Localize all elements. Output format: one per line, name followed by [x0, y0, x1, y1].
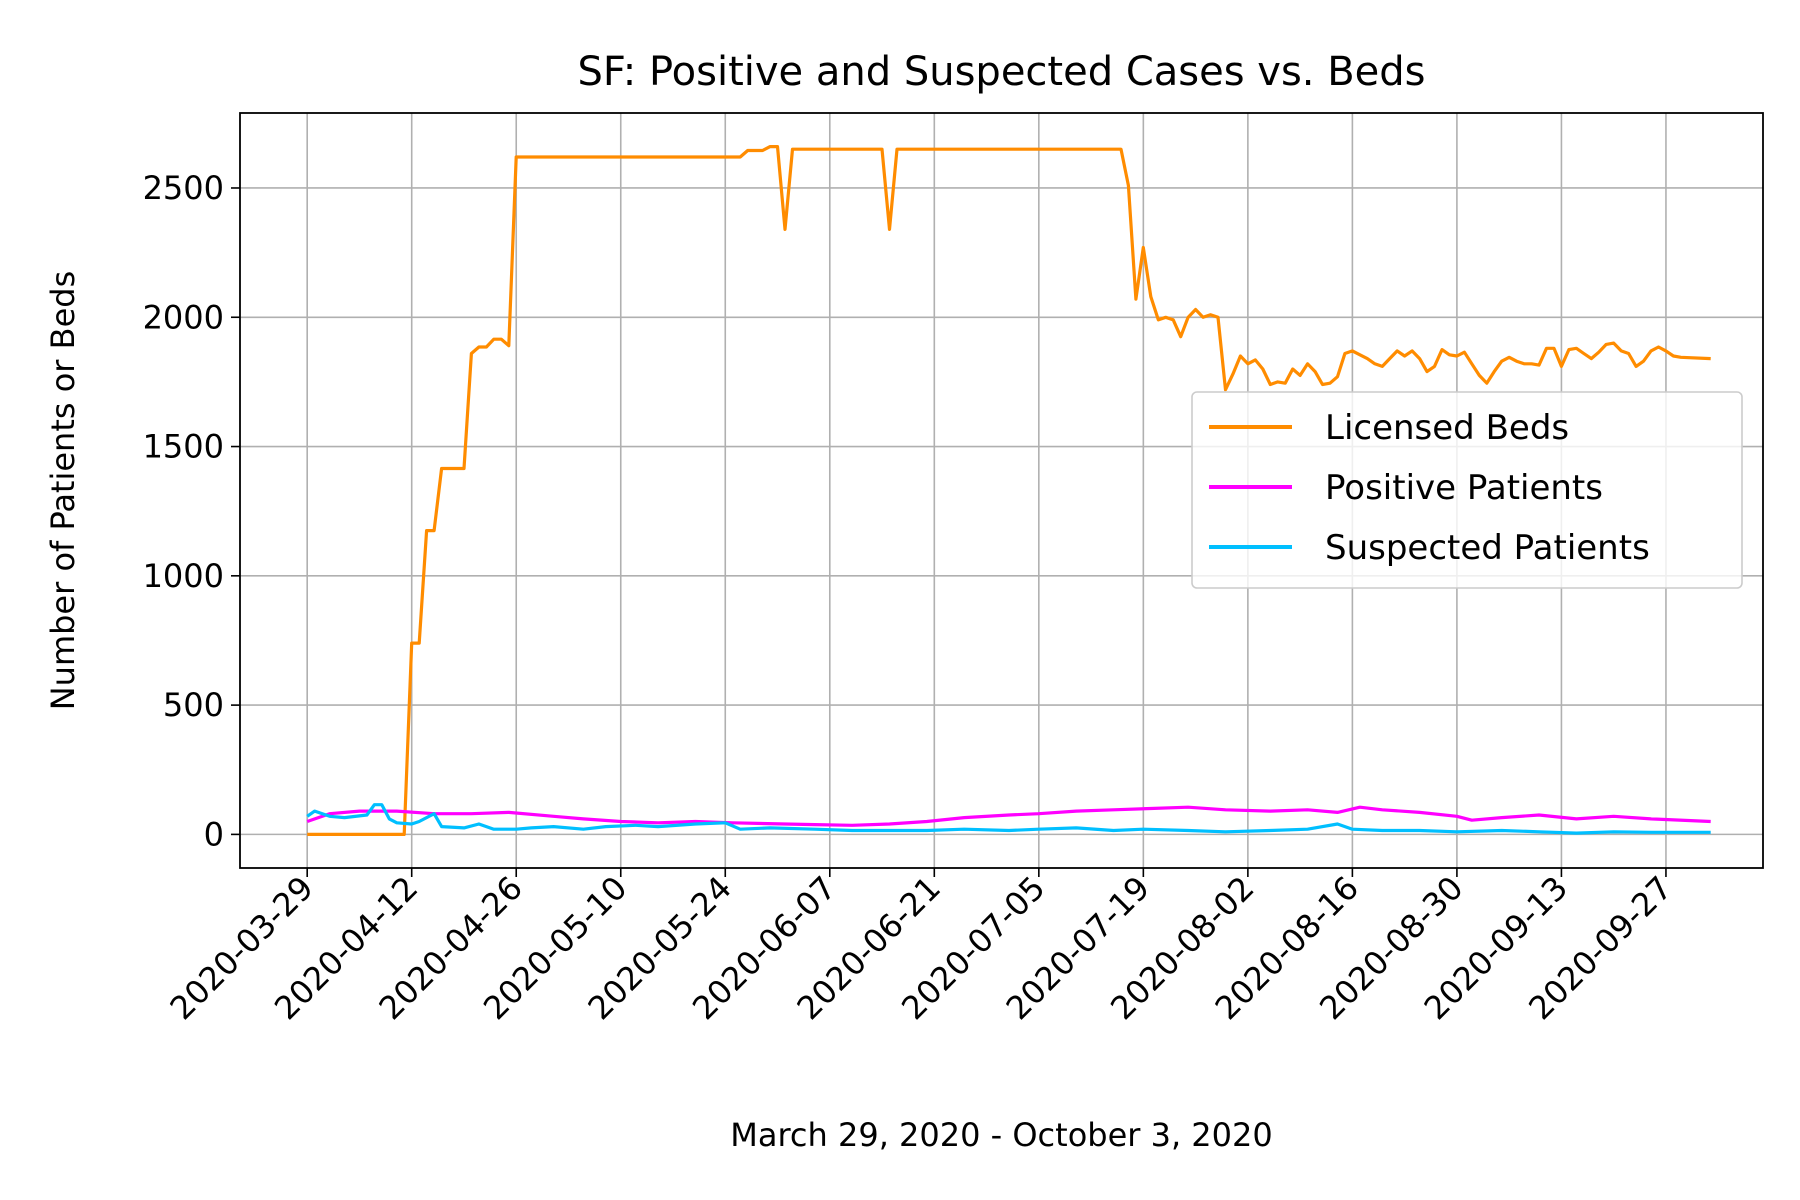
y-tick-label: 1000 [143, 557, 224, 595]
series-line-3 [306, 803, 1711, 835]
chart-title: SF: Positive and Suspected Cases vs. Bed… [577, 49, 1425, 95]
series-layer [306, 145, 1711, 837]
legend-entry-label: Positive Patients [1325, 468, 1603, 508]
y-tick-label: 500 [163, 686, 224, 724]
y-axis-label: Number of Patients or Beds [44, 271, 82, 711]
series-line-2 [306, 805, 1711, 827]
legend-entry-label: Licensed Beds [1325, 408, 1569, 448]
ticks-layer: 050010001500200025002020-03-292020-04-12… [143, 169, 1680, 1027]
y-tick-label: 1500 [143, 428, 224, 466]
legend: Licensed Beds Positive Patients Suspected … [1191, 391, 1743, 589]
legend-entry-label: Suspected Patients [1325, 528, 1650, 568]
y-tick-label: 2500 [143, 169, 224, 207]
series-line-1 [307, 145, 1711, 837]
y-tick-label: 2000 [143, 298, 224, 336]
x-axis-label: March 29, 2020 - October 3, 2020 [730, 1116, 1272, 1154]
legend-box [1191, 391, 1743, 589]
y-tick-label: 0 [204, 815, 224, 853]
plot-frame [239, 112, 1764, 869]
